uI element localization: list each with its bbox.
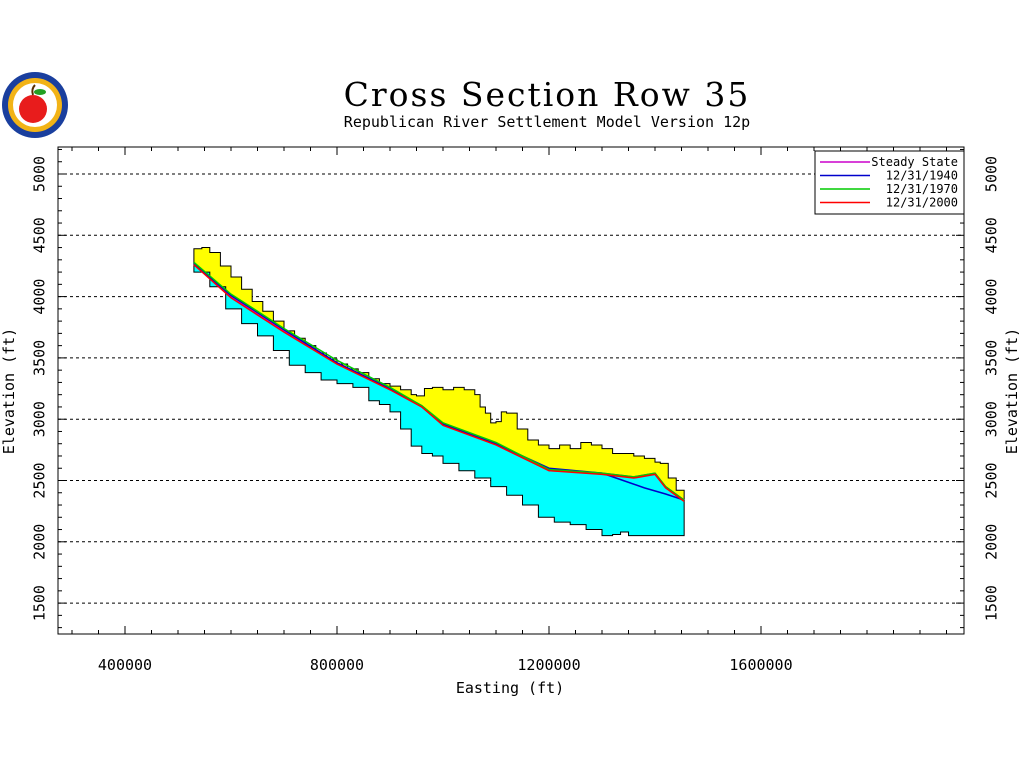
y-tick-label-left: 2000 [31,524,49,560]
chart-title: Cross Section Row 35 [344,75,751,114]
x-tick-label: 400000 [98,656,152,674]
x-axis-label: Easting (ft) [456,679,564,697]
y-tick-label-left: 2500 [31,462,49,498]
y-tick-label-left: 5000 [31,156,49,192]
y-tick-label-right: 2500 [983,462,1001,498]
saturated-aquifer-area [193,262,685,537]
y-tick-label-left: 1500 [31,585,49,621]
fill-areas [193,247,685,537]
y-tick-label-right: 4500 [983,217,1001,253]
y-tick-label-left: 4000 [31,279,49,315]
series-line [193,264,685,502]
series-line [193,261,685,501]
y-tick-label-right: 3500 [983,340,1001,376]
legend-label: Steady State [871,155,958,169]
y-axis-label-right: Elevation (ft) [1003,328,1021,454]
legend-label: 12/31/1970 [886,182,958,196]
chart-subtitle: Republican River Settlement Model Versio… [344,113,750,131]
legend: Steady State12/31/194012/31/197012/31/20… [814,150,965,215]
y-tick-label-left: 4500 [31,217,49,253]
y-tick-label-left: 3500 [31,340,49,376]
legend-label: 12/31/2000 [886,196,958,210]
legend-label: 12/31/1940 [886,169,958,183]
axis-ticks [58,147,964,634]
y-axis-label-left: Elevation (ft) [0,328,18,454]
series-line [193,262,685,501]
y-tick-label-right: 3000 [983,401,1001,437]
y-tick-label-right: 5000 [983,156,1001,192]
x-tick-label: 1600000 [729,656,792,674]
plot-frame [57,146,965,635]
tick-labels: 400000 800000 1200000 1600000 1500 1500 2000 20… [31,156,1001,674]
grid-lines [58,173,964,604]
unsaturated-zone-area [193,247,685,502]
series-lines [193,261,685,502]
y-tick-label-right: 1500 [983,585,1001,621]
x-tick-label: 800000 [310,656,364,674]
y-tick-label-right: 4000 [983,279,1001,315]
x-tick-label: 1200000 [517,656,580,674]
y-tick-label-right: 2000 [983,524,1001,560]
apple-seal-icon [2,72,68,138]
y-tick-label-left: 3000 [31,401,49,437]
